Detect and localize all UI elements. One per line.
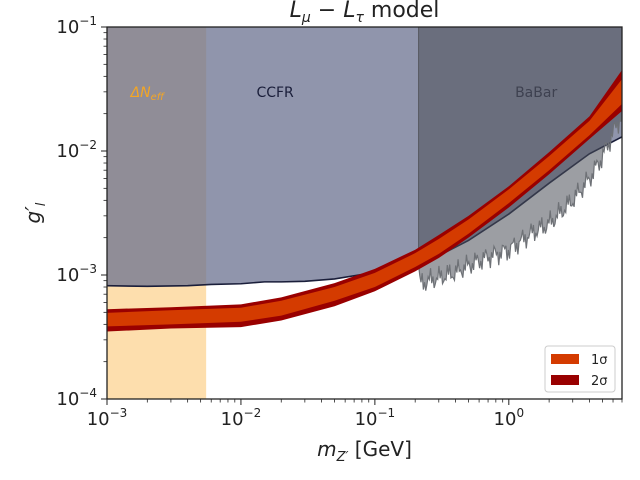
legend-label: 1σ — [591, 353, 608, 368]
region-label-ccfr: CCFR — [256, 85, 294, 101]
band-1sigma — [107, 79, 622, 327]
x-tick-label: 100 — [494, 406, 525, 430]
x-tick-label: 10−3 — [87, 406, 128, 430]
y-tick-label: 10−2 — [56, 138, 97, 162]
region-label-delta-neff: ΔNeff — [130, 85, 166, 103]
legend-swatch — [551, 354, 579, 364]
babar-boundary-line — [417, 113, 622, 291]
axes-frame — [106, 26, 623, 400]
x-axis-label: mZ′ [GeV] — [317, 437, 412, 465]
y-tick-label: 10−1 — [56, 14, 97, 38]
region-babar — [418, 27, 622, 291]
x-tick-label: 10−1 — [355, 406, 396, 430]
chart-title: Lμ − Lτ model — [290, 0, 440, 26]
legend-swatch — [551, 375, 579, 385]
y-tick-label: 10−4 — [56, 386, 97, 410]
x-tick-label: 10−2 — [221, 406, 262, 430]
region-label-babar: BaBar — [515, 85, 557, 101]
plot-area: ΔNeff CCFR BaBar — [107, 27, 622, 399]
legend-label: 2σ — [591, 374, 608, 389]
y-axis-label: g′l — [21, 202, 49, 223]
y-tick-label: 10−3 — [56, 262, 97, 286]
